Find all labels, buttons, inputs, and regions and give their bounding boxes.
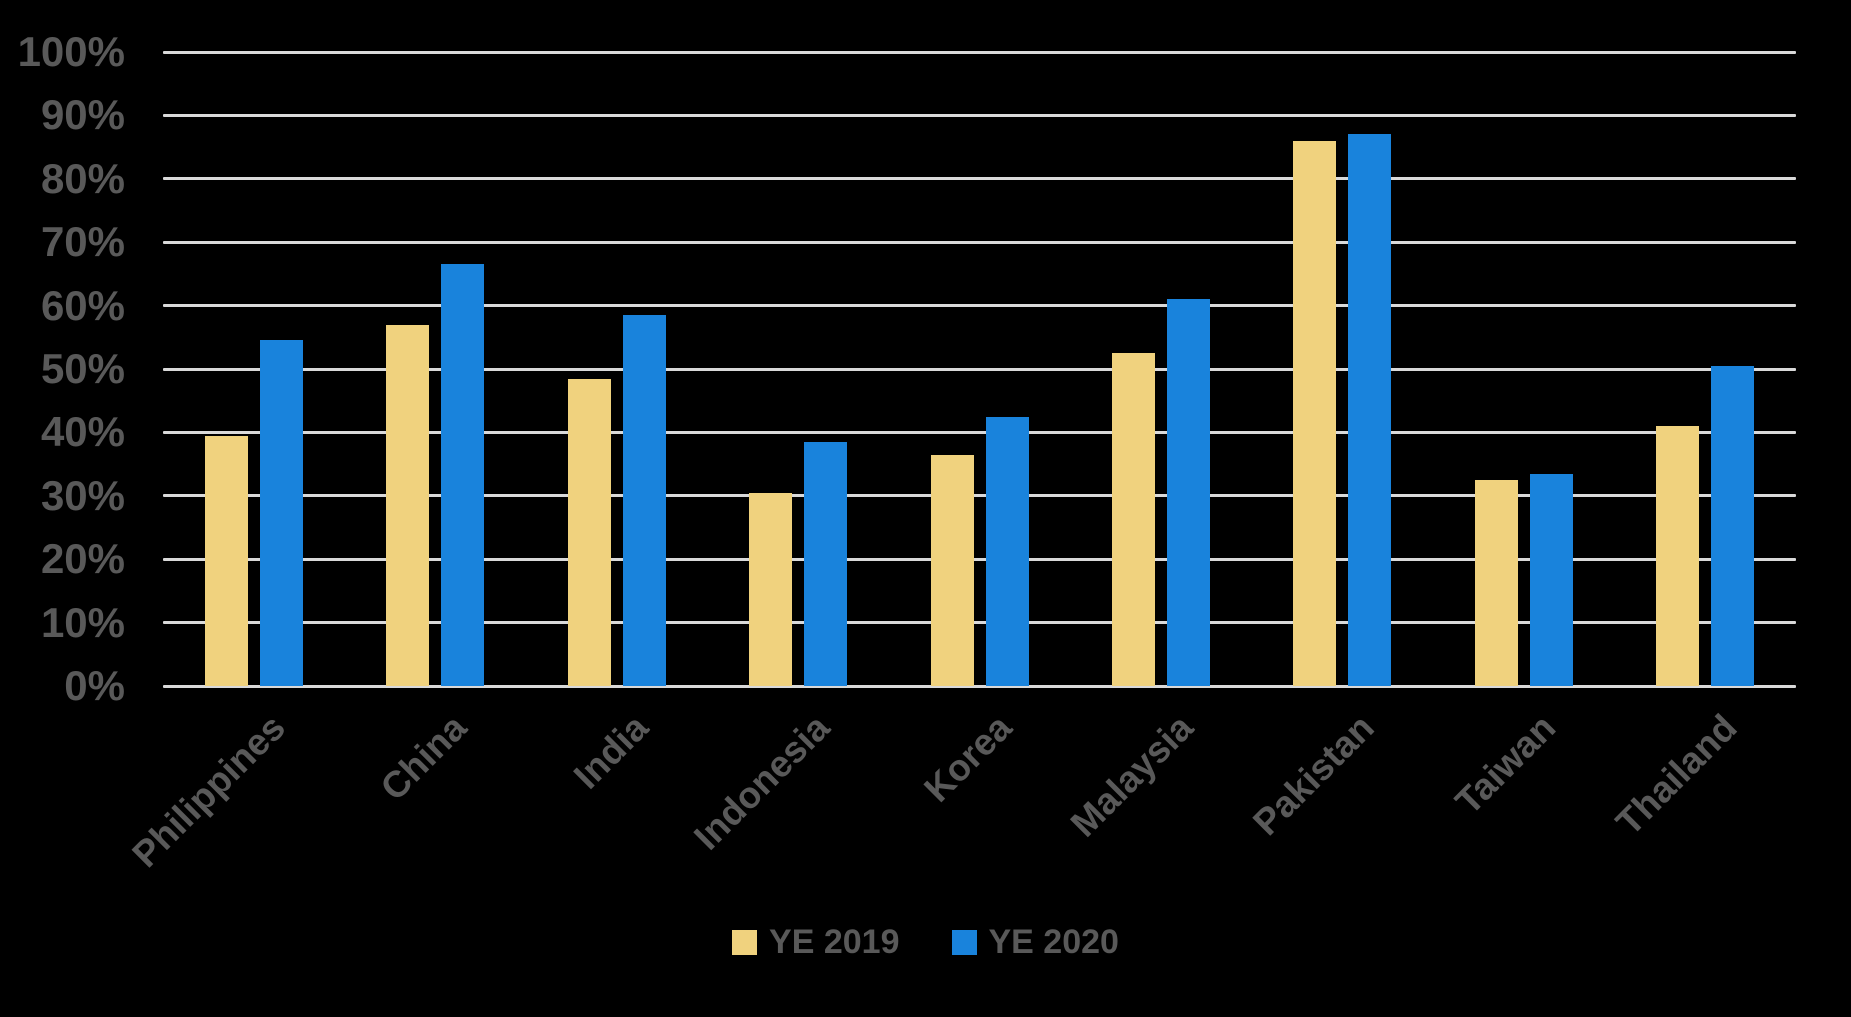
- x-axis-label-china: China: [373, 706, 475, 809]
- legend-entry-ye2019: YE 2019: [732, 923, 900, 961]
- gridline-60%: [163, 304, 1796, 308]
- x-axis-label-thailand: Thailand: [1608, 706, 1745, 844]
- y-axis-tick-label: 30%: [40, 471, 125, 519]
- bar-thailand-ye2020: [1711, 365, 1755, 686]
- x-axis-label-pakistan: Pakistan: [1245, 706, 1382, 844]
- plot-area: Philippines China India Indonesia Korea Malay…: [125, 50, 1796, 875]
- y-axis-tick-label: 90%: [40, 91, 125, 139]
- gridline-0%: [163, 684, 1796, 688]
- gridline-20%: [163, 557, 1796, 561]
- y-axis-tick-label: 0%: [64, 662, 125, 709]
- legend-label-ye2020: YE 2020: [988, 923, 1119, 961]
- y-axis-tick-label: 40%: [40, 408, 125, 456]
- legend-entry-ye2020: YE 2020: [951, 923, 1119, 961]
- legend-swatch-ye2019: [732, 929, 758, 955]
- x-axis-label-korea: Korea: [915, 706, 1020, 810]
- x-axis-label-philippines: Philippines: [124, 706, 294, 876]
- y-axis-tick-label: 50%: [40, 345, 125, 392]
- bar-korea-ye2019: [930, 454, 974, 686]
- legend-label-ye2019: YE 2019: [769, 923, 900, 961]
- gridline-90%: [163, 113, 1796, 117]
- y-axis-tick-label: 70%: [40, 218, 125, 266]
- bar-taiwan-ye2019: [1474, 479, 1518, 686]
- bar-malaysia-ye2020: [1166, 299, 1210, 686]
- chart-legend: YE 2019 YE 2020: [0, 925, 1851, 959]
- gridline-100%: [163, 50, 1796, 54]
- bar-pakistan-ye2019: [1293, 140, 1337, 686]
- bar-china-ye2020: [441, 264, 485, 686]
- bar-philippines-ye2019: [204, 435, 248, 686]
- bar-philippines-ye2020: [259, 340, 303, 686]
- bar-korea-ye2020: [985, 416, 1029, 686]
- bar-indonesia-ye2020: [804, 441, 848, 686]
- gridline-40%: [163, 430, 1796, 434]
- gridline-50%: [163, 367, 1796, 371]
- legend-swatch-ye2020: [951, 929, 977, 955]
- y-axis-tick-label: 100%: [17, 28, 125, 75]
- gridline-70%: [163, 240, 1796, 244]
- y-axis-tick-label: 20%: [40, 535, 125, 583]
- x-axis-label-india: India: [566, 706, 657, 797]
- gridline-80%: [163, 177, 1796, 181]
- bar-pakistan-ye2020: [1348, 134, 1392, 686]
- bar-indonesia-ye2019: [749, 492, 793, 686]
- x-axis-label-malaysia: Malaysia: [1062, 706, 1201, 845]
- x-axis-label-taiwan: Taiwan: [1447, 706, 1564, 823]
- gridline-10%: [163, 621, 1796, 625]
- bar-thailand-ye2019: [1656, 426, 1700, 686]
- y-axis-tick-label: 60%: [40, 281, 125, 329]
- bar-malaysia-ye2019: [1111, 353, 1155, 686]
- bar-taiwan-ye2020: [1529, 473, 1573, 686]
- x-axis-label-indonesia: Indonesia: [686, 706, 838, 858]
- y-axis-tick-label: 10%: [40, 598, 125, 646]
- bar-china-ye2019: [386, 324, 430, 686]
- bar-india-ye2019: [567, 378, 611, 686]
- bar-india-ye2020: [622, 315, 666, 686]
- y-axis-tick-label: 80%: [40, 154, 125, 202]
- gridline-30%: [163, 494, 1796, 498]
